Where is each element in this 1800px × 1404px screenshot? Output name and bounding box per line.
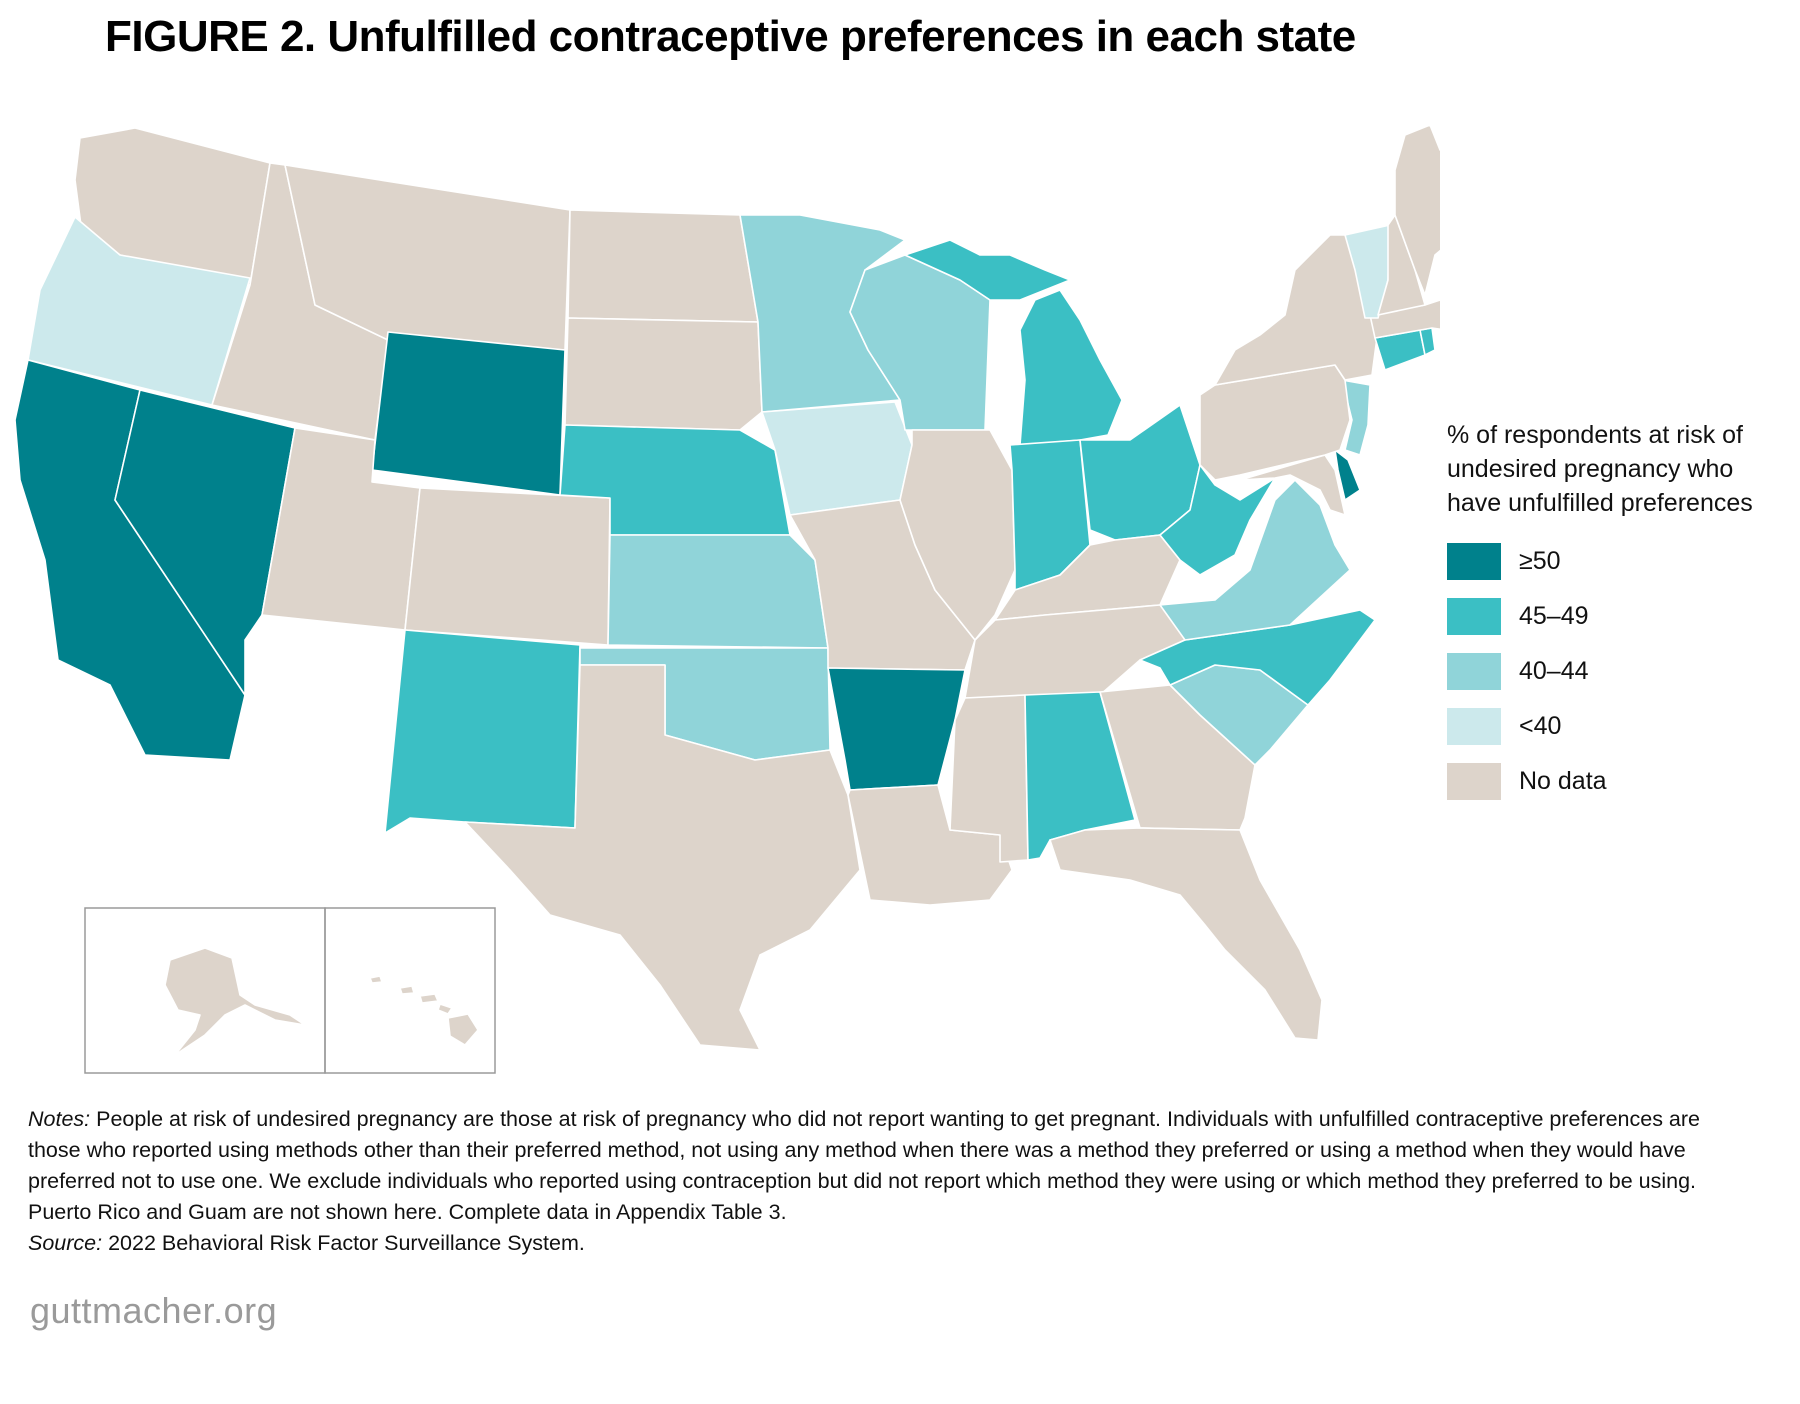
legend-item-40-44: 40–44 bbox=[1447, 644, 1787, 699]
legend-item-45-49: 45–49 bbox=[1447, 589, 1787, 644]
legend-label: 45–49 bbox=[1519, 602, 1589, 630]
legend-label: 40–44 bbox=[1519, 657, 1589, 685]
state-IA bbox=[761, 401, 913, 516]
map-legend: % of respondents at risk of undesired pr… bbox=[1447, 418, 1787, 809]
legend-swatch bbox=[1447, 653, 1501, 690]
source-paragraph: Source: 2022 Behavioral Risk Factor Surv… bbox=[28, 1228, 1728, 1259]
legend-swatch bbox=[1447, 598, 1501, 635]
state-AR bbox=[827, 667, 966, 791]
legend-item-lt40: <40 bbox=[1447, 699, 1787, 754]
state-MD bbox=[1239, 454, 1346, 516]
state-HI bbox=[369, 975, 479, 1046]
state-NM bbox=[384, 629, 581, 834]
legend-title-line-2: undesired pregnancy who bbox=[1447, 455, 1734, 483]
state-VA bbox=[1159, 479, 1351, 641]
legend-label: No data bbox=[1519, 767, 1607, 795]
state-KS bbox=[607, 534, 829, 649]
legend-item-ge50: ≥50 bbox=[1447, 534, 1787, 589]
notes-label: Notes: bbox=[28, 1107, 91, 1131]
state-LA bbox=[847, 784, 1013, 906]
state-DE bbox=[1334, 449, 1361, 501]
legend-label: ≥50 bbox=[1519, 547, 1561, 575]
hawaii-inset-frame bbox=[324, 907, 496, 1074]
state-MI-UP bbox=[904, 239, 1071, 301]
legend-swatch bbox=[1447, 708, 1501, 745]
notes-paragraph: Notes: People at risk of undesired pregn… bbox=[28, 1104, 1728, 1228]
state-NC bbox=[1139, 609, 1376, 706]
legend-label: <40 bbox=[1519, 712, 1562, 740]
legend-swatch bbox=[1447, 763, 1501, 800]
state-CO bbox=[404, 487, 611, 646]
legend-item-no-data: No data bbox=[1447, 754, 1787, 809]
legend-title-line-3: have unfulfilled preferences bbox=[1447, 489, 1753, 517]
source-text: 2022 Behavioral Risk Factor Surveillance… bbox=[102, 1231, 585, 1255]
us-map bbox=[0, 100, 1486, 1080]
state-WY bbox=[371, 331, 566, 496]
legend-swatch bbox=[1447, 543, 1501, 580]
legend-title: % of respondents at risk of undesired pr… bbox=[1447, 418, 1787, 520]
state-MI bbox=[1019, 289, 1123, 446]
state-SD bbox=[564, 317, 763, 431]
footer-url: guttmacher.org bbox=[30, 1290, 278, 1331]
legend-title-line-1: % of respondents at risk of bbox=[1447, 421, 1743, 449]
state-FL bbox=[1049, 827, 1323, 1041]
source-label: Source: bbox=[28, 1231, 103, 1255]
state-NJ bbox=[1341, 379, 1371, 456]
state-AK bbox=[164, 947, 306, 1056]
state-TX bbox=[464, 664, 861, 1051]
notes-block: Notes: People at risk of undesired pregn… bbox=[28, 1104, 1728, 1259]
state-ND bbox=[567, 209, 759, 323]
notes-text: People at risk of undesired pregnancy ar… bbox=[28, 1107, 1701, 1224]
figure-title: FIGURE 2. Unfulfilled contraceptive pref… bbox=[105, 12, 1356, 61]
